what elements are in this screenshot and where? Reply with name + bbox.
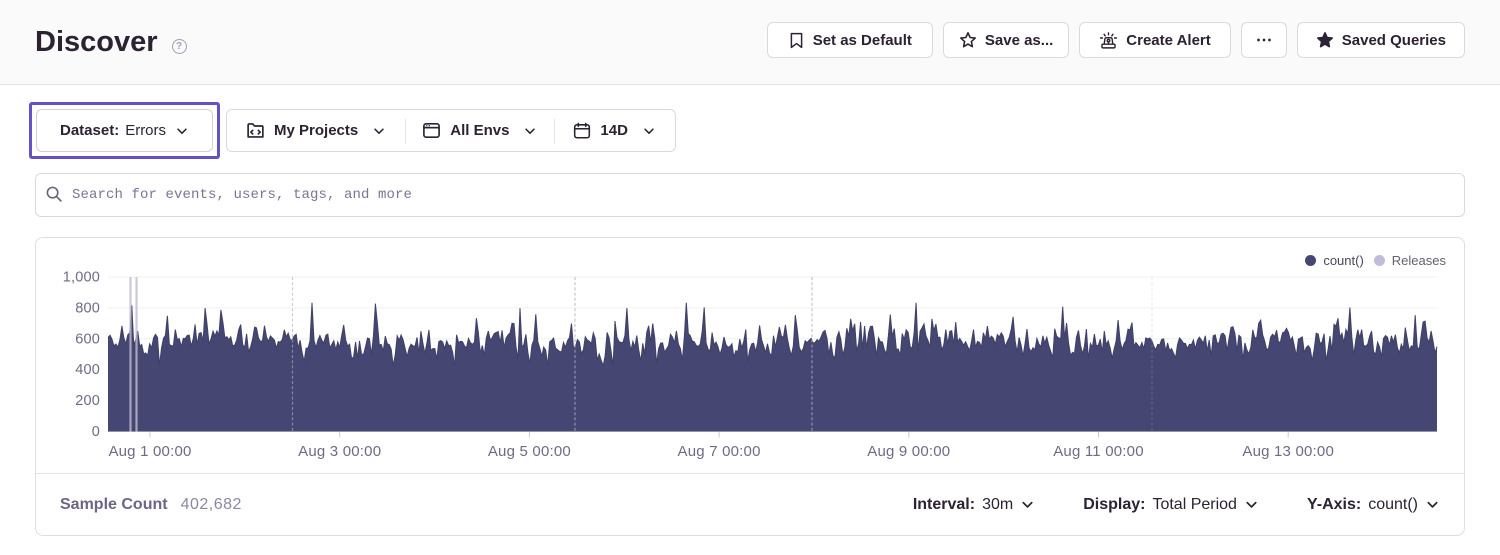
svg-text:Aug 5 00:00: Aug 5 00:00 xyxy=(488,443,571,460)
svg-text:Aug 1 00:00: Aug 1 00:00 xyxy=(108,443,191,460)
svg-text:600: 600 xyxy=(75,331,100,347)
svg-text:Aug 7 00:00: Aug 7 00:00 xyxy=(678,443,761,460)
svg-text:Aug 11 00:00: Aug 11 00:00 xyxy=(1053,443,1144,460)
svg-text:Aug 13 00:00: Aug 13 00:00 xyxy=(1242,443,1334,460)
svg-text:Aug 3 00:00: Aug 3 00:00 xyxy=(298,443,381,460)
svg-text:Aug 9 00:00: Aug 9 00:00 xyxy=(867,443,950,460)
svg-text:200: 200 xyxy=(75,393,100,409)
svg-text:800: 800 xyxy=(75,300,100,316)
svg-text:0: 0 xyxy=(92,424,100,440)
svg-text:400: 400 xyxy=(75,362,100,378)
svg-text:1,000: 1,000 xyxy=(63,270,100,286)
